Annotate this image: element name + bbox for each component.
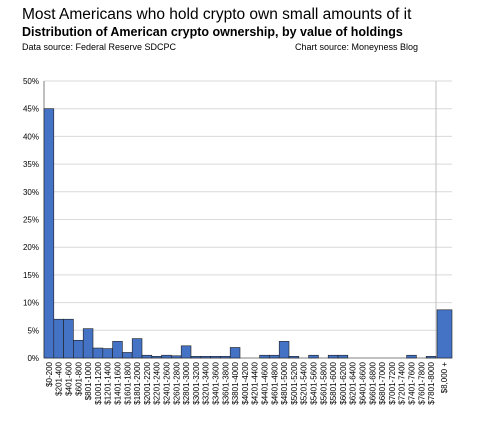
- bar: [122, 352, 133, 359]
- x-tick-label: $6401-6600: [359, 361, 368, 404]
- data-source-note: Data source: Federal Reserve SDCPC: [22, 42, 177, 52]
- bar: [308, 354, 319, 359]
- x-tick-label: $201-400: [55, 361, 64, 395]
- x-tick-label: $5601-5800: [319, 361, 328, 404]
- bar: [190, 356, 202, 359]
- bars: [43, 108, 453, 359]
- bar: [180, 345, 192, 359]
- bar: [141, 354, 153, 359]
- bar: [425, 356, 437, 359]
- x-tick-label: $1201-1400: [104, 361, 113, 404]
- y-tick-label: 30%: [23, 188, 39, 197]
- x-tick-label: $3601-3800: [221, 361, 230, 404]
- bar: [112, 341, 123, 359]
- x-tick-label: $7601-7800: [417, 361, 426, 404]
- y-tick-label: 35%: [23, 160, 39, 169]
- bar: [102, 348, 113, 359]
- bar: [337, 354, 349, 359]
- x-tick-label: $1601-1800: [123, 361, 132, 404]
- bar: [82, 328, 94, 359]
- y-tick-label: 50%: [23, 77, 39, 86]
- bar: [327, 354, 339, 359]
- gridlines: [44, 80, 452, 359]
- x-tick-label: $2401-2600: [163, 361, 172, 404]
- chart-title: Most Americans who hold crypto own small…: [22, 6, 412, 23]
- bar: [43, 108, 55, 359]
- x-tick-label: $6801-7000: [378, 361, 387, 404]
- x-tick-label: $2801-3000: [182, 361, 191, 404]
- x-tick-label: $1001-1200: [94, 361, 103, 404]
- x-tick-label: $5001-5200: [290, 361, 299, 404]
- bar: [220, 356, 231, 359]
- x-tick-label: $3201-3400: [202, 361, 211, 404]
- bar-extra: [436, 309, 453, 359]
- x-tick-label: $3001-3200: [192, 361, 201, 404]
- x-tick-label: $4201-4400: [251, 361, 260, 404]
- x-tick-label: $4601-4800: [270, 361, 279, 404]
- y-tick-label: 45%: [23, 105, 39, 114]
- x-tick-label: $1401-1600: [114, 361, 123, 404]
- x-tick-label: $6201-6400: [349, 361, 358, 404]
- chart-subtitle: Distribution of American crypto ownershi…: [22, 25, 403, 39]
- bar: [406, 354, 417, 359]
- x-tick-label: $1801-2000: [133, 361, 142, 404]
- x-tick-label: $401-600: [65, 361, 74, 395]
- bar: [171, 355, 182, 359]
- bar: [73, 339, 84, 359]
- bar: [269, 354, 280, 359]
- chart-source-note: Chart source: Moneyness Blog: [294, 42, 418, 52]
- y-tick-label: 5%: [27, 326, 39, 335]
- x-tick-label: $601-800: [74, 361, 83, 395]
- y-tick-label: 10%: [23, 299, 39, 308]
- bar: [210, 356, 221, 359]
- x-tick-label: $4001-4200: [241, 361, 250, 404]
- bar: [151, 356, 162, 359]
- x-tick-label: $4401-4600: [261, 361, 270, 404]
- y-tick-label: 0%: [27, 354, 39, 363]
- x-tick-label: $5801-6000: [329, 361, 338, 404]
- bar: [161, 354, 172, 359]
- x-tick-label: $7401-7600: [408, 361, 417, 404]
- x-tick-label: $2001-2200: [143, 361, 152, 404]
- bar: [229, 347, 241, 359]
- y-tick-label: 40%: [23, 132, 39, 141]
- x-tick-label: $3401-3600: [212, 361, 221, 404]
- x-tick-label: $3801-4000: [231, 361, 240, 404]
- bar: [288, 356, 300, 359]
- x-tick-label: $7001-7200: [388, 361, 397, 404]
- x-tick-label: $5201-5400: [300, 361, 309, 404]
- x-tick-label: $5401-5600: [310, 361, 319, 404]
- x-tick-label: $6001-6200: [339, 361, 348, 404]
- x-tick-label: $2201-2400: [153, 361, 162, 404]
- bar: [278, 341, 290, 359]
- bar: [259, 354, 270, 359]
- tick-labels: 0%5%10%15%20%25%30%35%40%45%50%$0-200 $20…: [23, 77, 449, 405]
- bar: [131, 338, 143, 359]
- x-tick-label: $2601-2800: [172, 361, 181, 404]
- y-tick-label: 20%: [23, 243, 39, 252]
- x-tick-label: $801-1000: [84, 361, 93, 400]
- y-tick-label: 25%: [23, 216, 39, 225]
- x-tick-label: $4801-5000: [280, 361, 289, 404]
- x-tick-label: $7201-7400: [398, 361, 407, 404]
- bar: [92, 347, 104, 359]
- bar: [63, 318, 74, 359]
- x-tick-label-extra: $8,000 +: [440, 362, 449, 394]
- x-tick-label: $0-200: [45, 361, 54, 386]
- x-tick-label: $6601-6800: [368, 361, 377, 404]
- bar: [200, 356, 211, 359]
- bar: [53, 318, 64, 359]
- y-tick-label: 15%: [23, 271, 39, 280]
- x-tick-label: $7801-8000: [427, 361, 436, 404]
